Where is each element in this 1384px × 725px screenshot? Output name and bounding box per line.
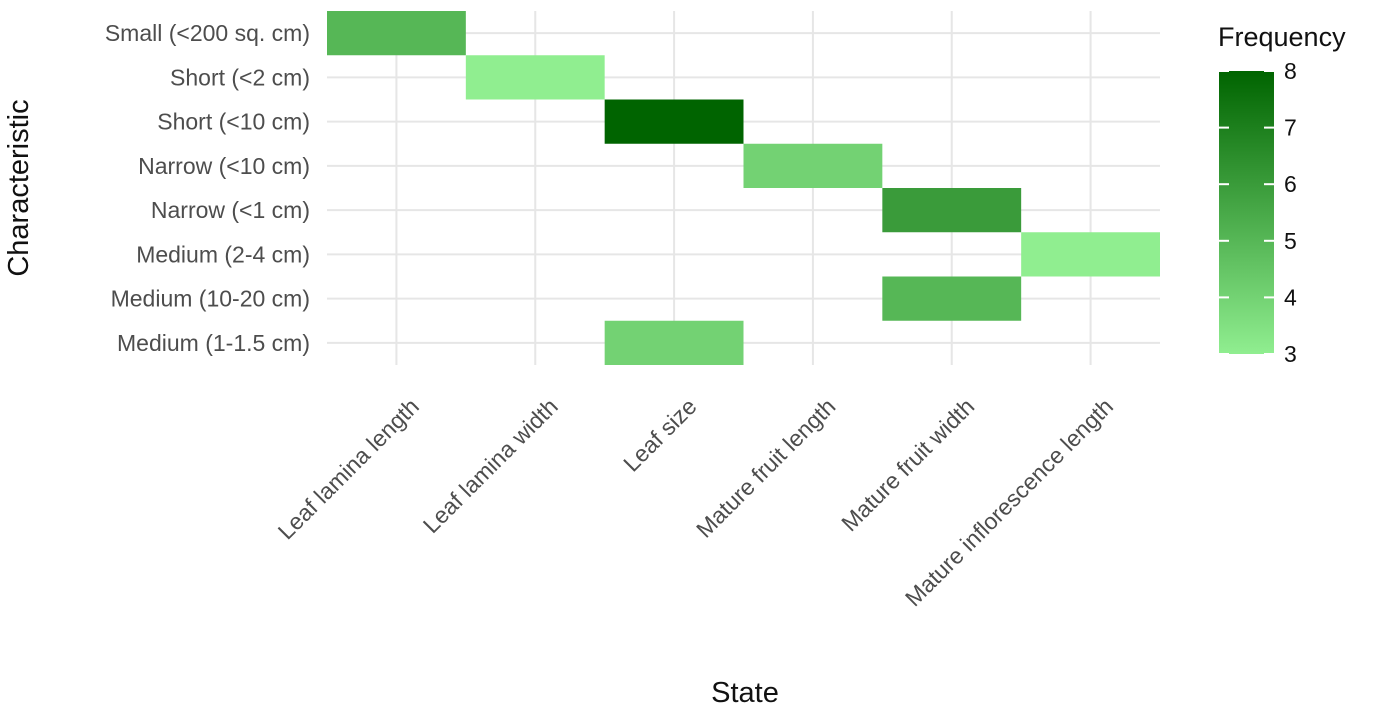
y-tick-labels: Small (<200 sq. cm) Short (<2 cm) Short (<… [105,20,310,356]
y-axis-title: Characteristic [3,99,35,276]
legend-tick-label: 7 [1284,115,1297,141]
legend-tick-label: 3 [1284,341,1297,367]
legend: Frequency 3 4 5 6 7 8 [1218,22,1346,367]
y-tick-label: Medium (2-4 cm) [136,241,310,267]
heatmap-tile [743,143,883,188]
heatmap-tiles [327,11,1160,365]
legend-colorbar [1219,71,1274,354]
y-tick-label: Medium (10-20 cm) [111,286,310,312]
legend-tick-label: 8 [1284,58,1297,84]
heatmap-tile [327,11,466,56]
heatmap-tile [1021,232,1160,277]
legend-tick-label: 4 [1284,284,1297,310]
y-tick-label: Narrow (<1 cm) [151,197,310,223]
heatmap-tile [604,99,744,144]
legend-title: Frequency [1218,22,1346,52]
heatmap-tile [604,320,744,365]
x-tick-label: Leaf lamina width [418,393,563,538]
y-tick-label: Small (<200 sq. cm) [105,20,310,46]
x-tick-label: Mature fruit length [691,393,840,542]
heatmap-tile [882,276,1022,321]
heatmap-tile [465,55,605,100]
x-tick-label: Leaf lamina length [273,393,424,544]
y-tick-label: Short (<10 cm) [157,109,310,135]
heatmap-tile [882,188,1022,233]
x-tick-label: Leaf size [618,393,701,476]
y-tick-label: Short (<2 cm) [170,64,310,90]
y-tick-label: Narrow (<10 cm) [138,153,310,179]
legend-tick-label: 5 [1284,228,1297,254]
x-axis-title: State [711,677,779,709]
legend-tick-label: 6 [1284,171,1297,197]
y-tick-label: Medium (1-1.5 cm) [117,330,310,356]
x-tick-label: Mature fruit width [836,393,979,536]
legend-ticks: 3 4 5 6 7 8 [1219,58,1297,367]
